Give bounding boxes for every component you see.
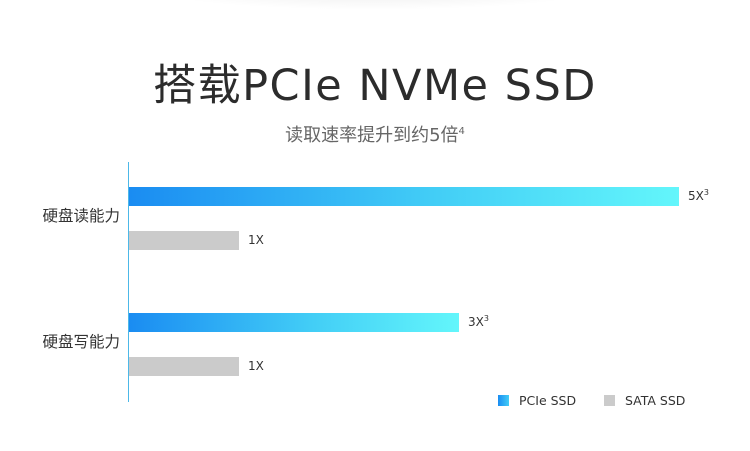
page-title: 搭载PCIe NVMe SSD <box>153 61 597 111</box>
chart-axis-line <box>128 162 129 402</box>
bar-pcie-read <box>129 187 679 206</box>
subtitle-text: 读取速率提升到约5倍 <box>285 125 459 146</box>
legend-swatch-pcie <box>498 394 509 406</box>
category-label-read: 硬盘读能力 <box>42 207 120 225</box>
category-label-write: 硬盘写能力 <box>42 333 120 351</box>
top-shadow-decoration <box>150 0 600 10</box>
legend-label-pcie: PCIe SSD <box>519 392 577 408</box>
bar-pcie-write <box>129 313 459 332</box>
bar-value-sata-write: 1X <box>248 359 264 373</box>
bar-value-sata-read: 1X <box>248 233 264 247</box>
legend-label-sata: SATA SSD <box>625 392 686 408</box>
subtitle-footnote: 4 <box>458 126 465 137</box>
bar-value-pcie-read: 5X3 <box>688 188 709 204</box>
legend-item-pcie: PCIe SSD <box>498 390 576 410</box>
page-subtitle: 读取速率提升到约5倍4 <box>0 118 750 150</box>
bar-sata-read <box>129 231 239 250</box>
bar-sata-write <box>129 357 239 376</box>
legend-swatch-sata <box>604 394 615 406</box>
bar-value-footnote: 3 <box>483 314 489 323</box>
bar-value-footnote: 3 <box>703 188 709 197</box>
bar-value-pcie-write: 3X3 <box>468 314 489 330</box>
legend-item-sata: SATA SSD <box>604 390 685 410</box>
